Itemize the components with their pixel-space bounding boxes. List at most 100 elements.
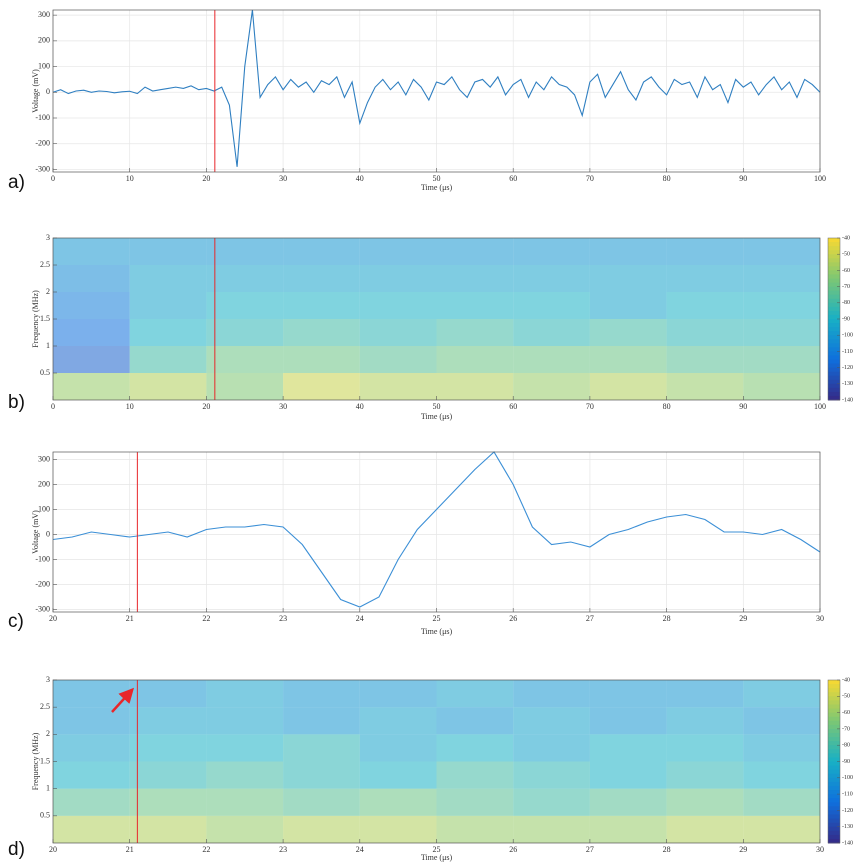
heat-cell (359, 319, 437, 346)
heat-cell (283, 815, 360, 843)
x-tick-label: 90 (739, 174, 747, 183)
heat-cell (283, 346, 360, 373)
colorbar-segment (828, 712, 840, 718)
heat-cell (743, 707, 820, 735)
x-tick-label: 20 (49, 614, 57, 623)
heat-cell (513, 761, 590, 789)
colorbar-segment (828, 391, 840, 397)
heat-cell (129, 761, 207, 789)
y-tick-label: 0 (46, 529, 50, 538)
colorbar-segment (828, 327, 840, 332)
colorbar-segment (828, 359, 840, 365)
y-tick-label: 1 (46, 783, 50, 792)
heat-cell (589, 319, 667, 346)
x-axis-label: Time (μs) (421, 853, 453, 862)
heat-cell (129, 788, 207, 816)
colorbar-segment (828, 700, 840, 705)
colorbar-segment (828, 720, 840, 726)
colorbar-tick-label: -40 (842, 235, 850, 241)
colorbar-tick-label: -80 (842, 300, 850, 306)
x-tick-label: 22 (202, 845, 210, 854)
y-tick-label: 2 (46, 287, 50, 296)
heat-cell (129, 238, 207, 265)
colorbar-segment (828, 335, 840, 340)
colorbar-segment (828, 343, 840, 348)
heat-cell (589, 734, 667, 762)
panel-a: 0 10 20 30 40 50 60 70 80 90 100 -300 -200 -100 0 100 20… (8, 9, 826, 193)
heat-cell (283, 265, 360, 292)
colorbar-segment (828, 262, 840, 267)
panel-d: -40-50-60-70-80-90-100-110-120-130-14020… (8, 675, 853, 862)
colorbar-segment (828, 355, 840, 360)
colorbar-segment (828, 375, 840, 381)
colorbar-segment (828, 347, 840, 352)
heat-cell (359, 238, 437, 265)
colorbar-segment (828, 696, 840, 701)
colorbar-segment (828, 814, 840, 820)
heat-cell (436, 265, 514, 292)
y-tick-label: -300 (35, 164, 50, 173)
heat-cell (53, 815, 130, 843)
heat-cell (129, 734, 207, 762)
heat-cell (359, 707, 437, 735)
y-tick-label: -100 (35, 113, 50, 122)
heat-cell (513, 707, 590, 735)
colorbar-segment (828, 238, 840, 243)
heat-cell (589, 373, 667, 400)
heat-cell (436, 734, 514, 762)
colorbar-segment (828, 737, 840, 742)
x-tick-label: 10 (126, 402, 134, 411)
colorbar-segment (828, 798, 840, 803)
colorbar-tick-label: -130 (842, 824, 853, 830)
heat-cell (589, 346, 667, 373)
x-tick-label: 21 (126, 845, 134, 854)
colorbar-segment (828, 250, 840, 255)
heat-cell (53, 346, 130, 373)
colorbar-segment (828, 282, 840, 288)
heat-cell (743, 265, 820, 292)
x-tick-label: 100 (814, 174, 826, 183)
heat-cell (283, 238, 360, 265)
colorbar-segment (828, 781, 840, 787)
x-tick-label: 22 (202, 614, 210, 623)
colorbar-segment (828, 749, 840, 754)
y-tick-label: 200 (38, 479, 50, 488)
heat-cell (206, 680, 284, 708)
colorbar-segment (828, 323, 840, 328)
y-tick-label: 300 (38, 10, 50, 19)
y-tick-label: 200 (38, 36, 50, 45)
y-axis-label: Frequency (MHz) (31, 290, 40, 348)
colorbar-segment (828, 810, 840, 815)
heat-cell (283, 292, 360, 319)
x-tick-label: 60 (509, 174, 517, 183)
heat-cell (436, 680, 514, 708)
colorbar-segment (828, 395, 840, 401)
colorbar-tick-label: -40 (842, 677, 850, 683)
x-tick-label: 40 (356, 174, 364, 183)
heat-cell (513, 238, 590, 265)
heat-cell (436, 815, 514, 843)
heat-cell (283, 680, 360, 708)
x-tick-label: 25 (433, 614, 441, 623)
heat-cell (513, 680, 590, 708)
colorbar-tick-label: -50 (842, 694, 850, 700)
colorbar-segment (828, 242, 840, 247)
colorbar-segment (828, 367, 840, 373)
heat-cell (743, 788, 820, 816)
colorbar-segment (828, 266, 840, 271)
colorbar-segment (828, 769, 840, 775)
heat-cell (359, 761, 437, 789)
colorbar-segment (828, 773, 840, 779)
x-tick-label: 20 (202, 402, 210, 411)
colorbar-segment (828, 331, 840, 336)
heat-cell (666, 373, 744, 400)
x-tick-label: 50 (433, 174, 441, 183)
arrow (111, 687, 135, 713)
colorbar-segment (828, 314, 840, 320)
colorbar-tick-label: -70 (842, 284, 850, 290)
x-tick-label: 27 (586, 845, 594, 854)
colorbar-segment (828, 692, 840, 697)
x-tick-label: 28 (663, 614, 671, 623)
heat-cell (436, 373, 514, 400)
colorbar-segment (828, 319, 840, 324)
